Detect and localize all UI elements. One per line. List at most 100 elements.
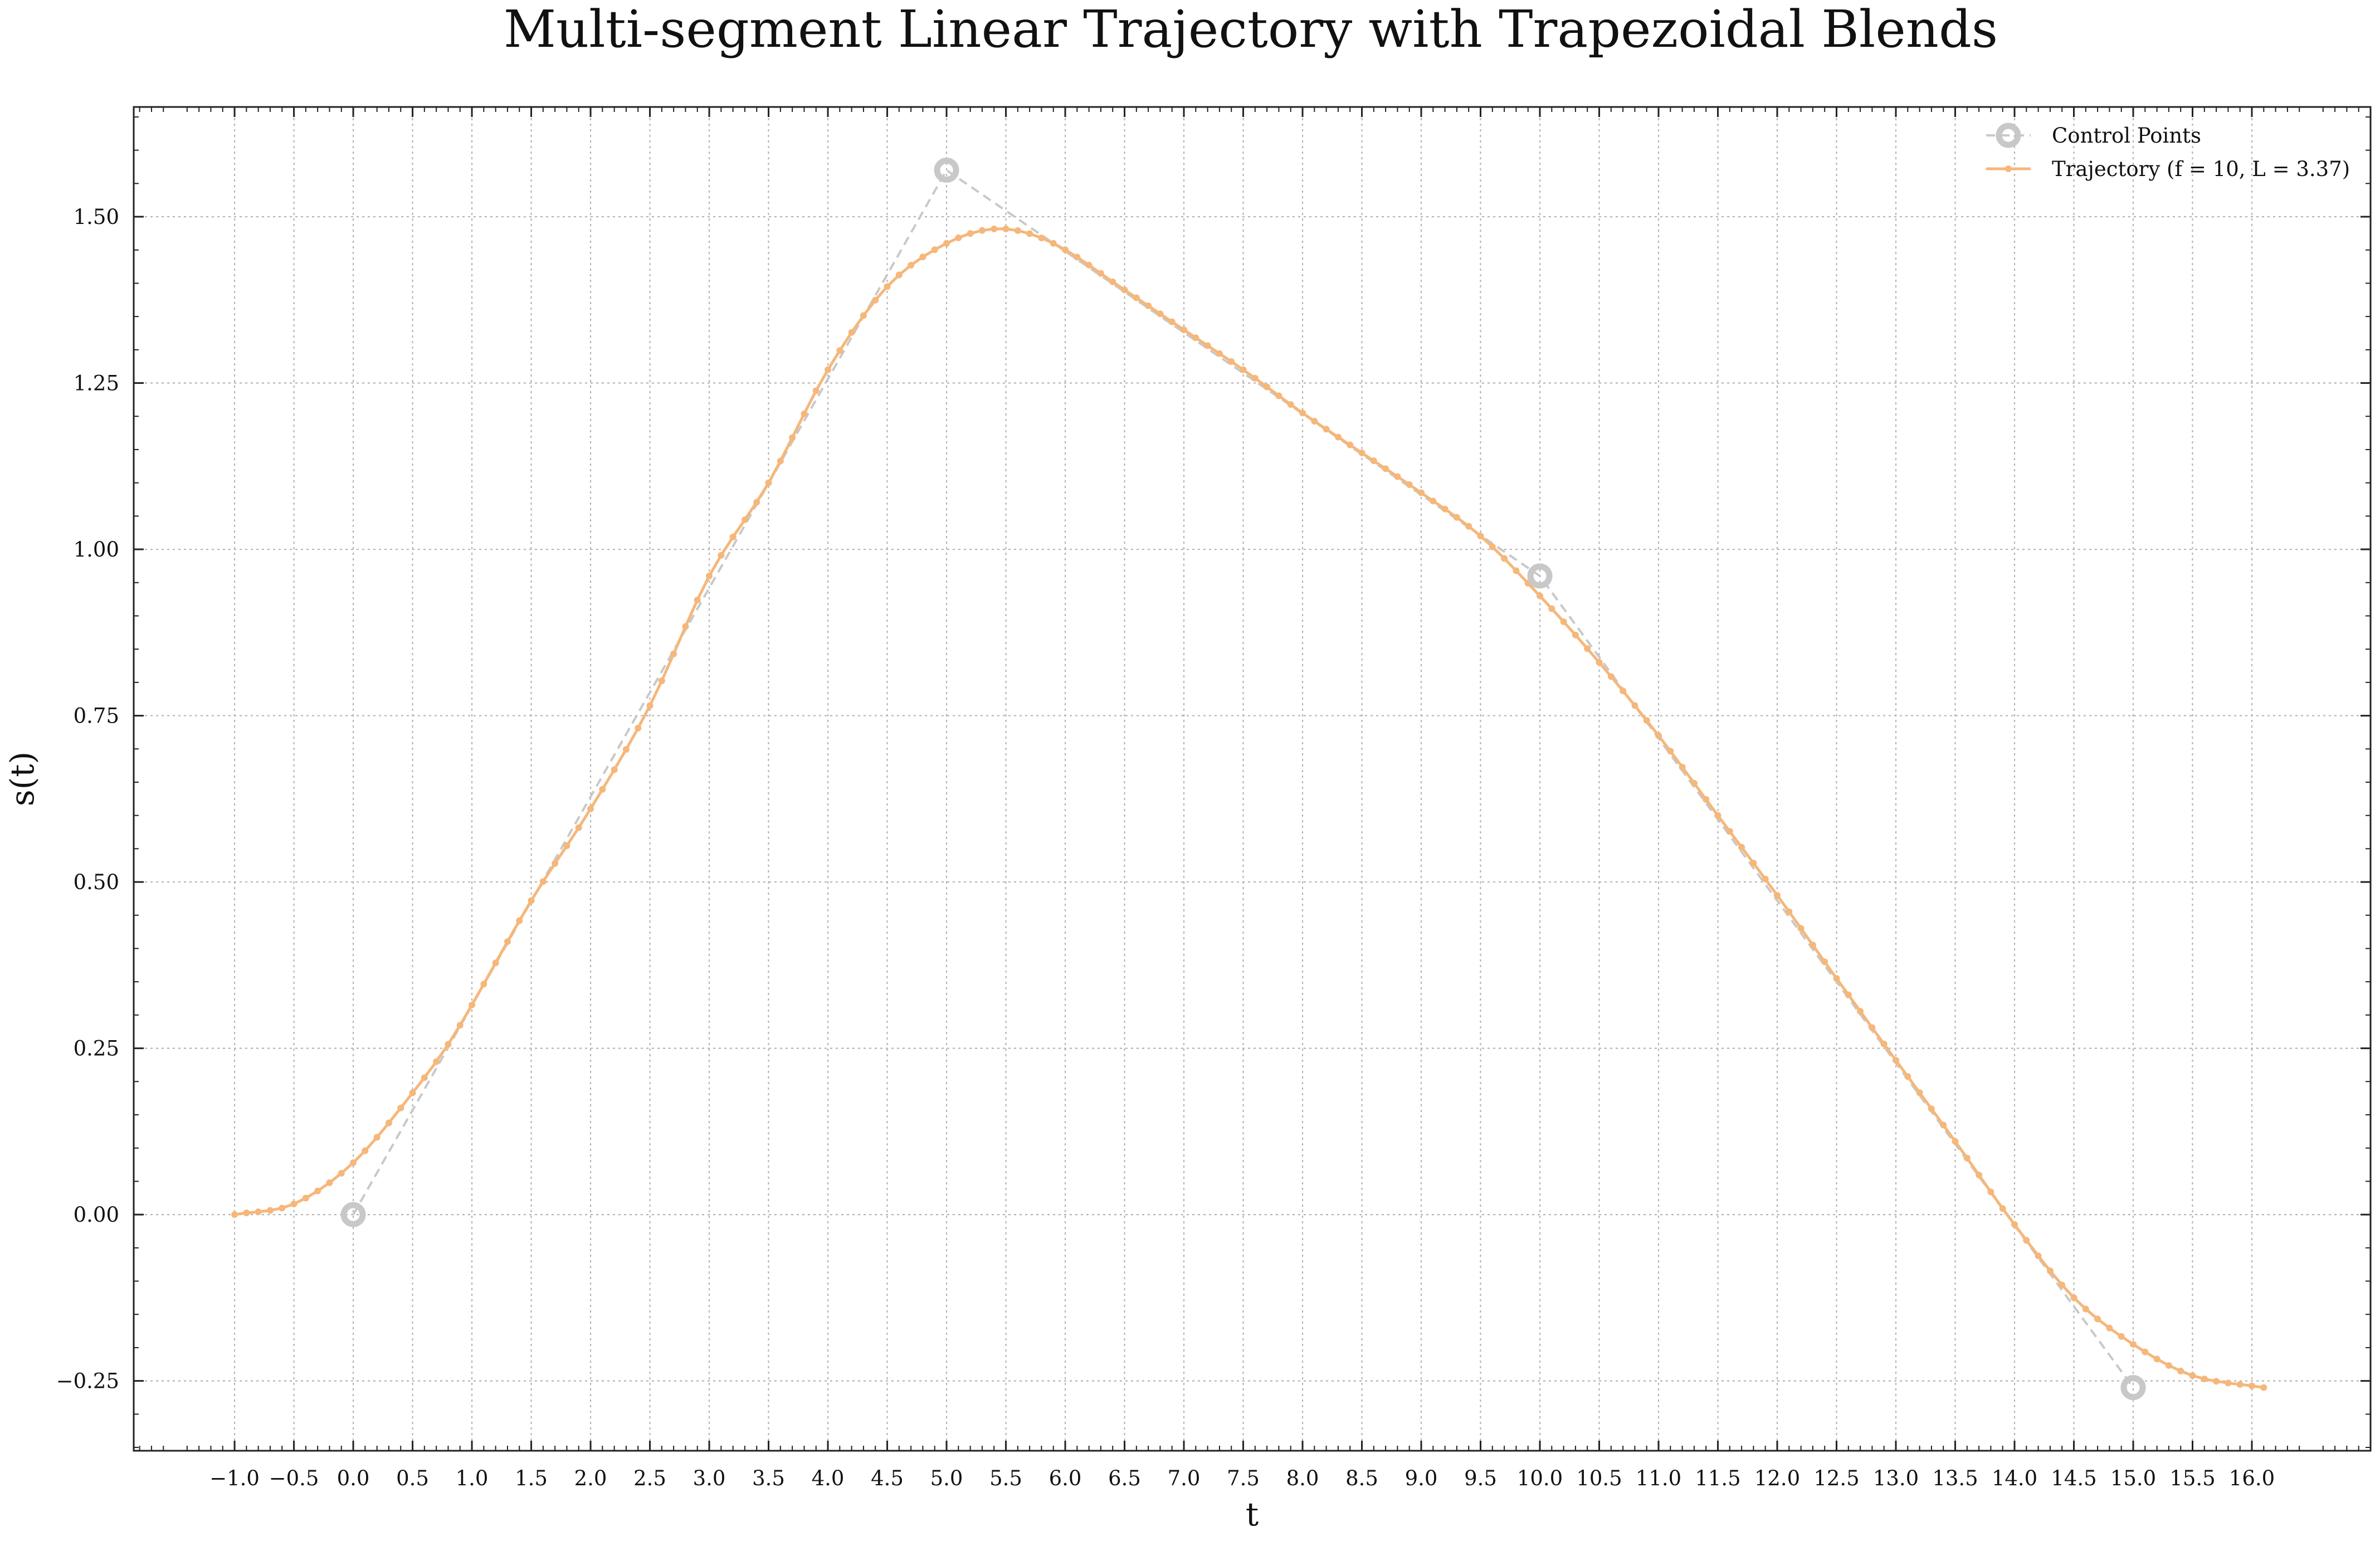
trajectory-point: [1370, 457, 1377, 465]
trajectory-point: [1097, 270, 1104, 277]
x-tick-label: 7.5: [1227, 1466, 1260, 1490]
trajectory-point: [350, 1159, 357, 1166]
x-tick-label: 15.5: [2169, 1466, 2215, 1490]
trajectory-point: [492, 959, 499, 967]
trajectory-point: [1002, 225, 1009, 232]
trajectory-point: [1264, 383, 1271, 391]
trajectory-point: [1786, 908, 1793, 915]
trajectory-point: [729, 533, 737, 540]
x-tick-label: −1.0: [209, 1466, 260, 1490]
x-tick-label: 5.0: [930, 1466, 963, 1490]
trajectory-point: [1797, 925, 1804, 932]
trajectory-point: [539, 878, 547, 885]
control-point-marker: [934, 157, 959, 183]
trajectory-point: [2213, 1378, 2220, 1385]
trajectory-point: [302, 1194, 309, 1202]
trajectory-point: [1738, 843, 1745, 851]
trajectory-line: [234, 227, 2264, 1389]
trajectory-point: [1441, 505, 1449, 513]
trajectory-point: [1940, 1121, 1947, 1129]
trajectory-point: [1513, 567, 1520, 574]
trajectory-point: [1572, 631, 1579, 638]
trajectory-point: [1168, 318, 1176, 325]
trajectory-point: [266, 1207, 274, 1214]
trajectory-point: [931, 246, 938, 253]
trajectory-point: [670, 650, 677, 657]
trajectory-point: [421, 1074, 428, 1081]
trajectory-point: [1334, 433, 1342, 441]
trajectory-point: [611, 766, 618, 773]
x-tick-label: 6.5: [1108, 1466, 1141, 1490]
control-point-marker: [2120, 1375, 2146, 1401]
trajectory-point: [516, 917, 523, 924]
trajectory-point: [1845, 991, 1852, 998]
x-tick-label: 3.0: [693, 1466, 726, 1490]
trajectory-point: [2225, 1379, 2232, 1387]
trajectory-point: [1857, 1008, 1864, 1015]
trajectory-point: [1145, 302, 1152, 309]
trajectory-point: [1987, 1188, 1994, 1196]
trajectory-point: [587, 805, 594, 812]
trajectory-point: [1240, 366, 1247, 373]
trajectory-point: [1014, 227, 1021, 234]
trajectory-point: [1299, 409, 1306, 417]
control-point-marker: [340, 1202, 366, 1227]
x-tick-label: 8.0: [1286, 1466, 1319, 1490]
trajectory-point: [314, 1187, 321, 1194]
trajectory-point: [635, 725, 642, 732]
trajectory-point: [682, 623, 689, 630]
trajectory-point: [1596, 659, 1603, 666]
trajectory-point: [1667, 748, 1674, 755]
trajectory-point: [504, 938, 511, 945]
x-tick-label: 12.0: [1754, 1466, 1800, 1490]
trajectory-point: [1750, 860, 1757, 867]
trajectory-point: [1074, 253, 1081, 261]
y-tick-label: 0.50: [74, 870, 119, 894]
trajectory-point: [812, 387, 820, 394]
trajectory-point: [1038, 235, 1045, 242]
trajectory-point: [1251, 374, 1259, 382]
trajectory-point: [1928, 1105, 1935, 1113]
x-tick-label: −0.5: [269, 1466, 319, 1490]
x-tick-label: 12.5: [1813, 1466, 1859, 1490]
trajectory-point: [1952, 1138, 1959, 1145]
trajectory-point: [1085, 261, 1093, 269]
trajectory-point: [1204, 342, 1211, 349]
x-tick-label: 1.0: [456, 1466, 489, 1490]
trajectory-point: [1679, 763, 1686, 770]
trajectory-point: [1762, 875, 1769, 882]
trajectory-point: [1311, 417, 1318, 425]
trajectory-point: [694, 596, 701, 603]
trajectory-point: [1904, 1073, 1911, 1080]
trajectory-point: [373, 1134, 381, 1141]
trajectory-point: [1584, 645, 1591, 652]
trajectory-point: [2165, 1362, 2172, 1369]
trajectory-point: [409, 1089, 416, 1096]
trajectory-point: [1560, 618, 1567, 625]
trajectory-point: [1726, 828, 1733, 835]
trajectory-point: [552, 860, 559, 867]
plot-frame: [133, 106, 2372, 1452]
trajectory-point: [919, 253, 926, 261]
trajectory-point: [2236, 1381, 2244, 1388]
trajectory-point: [243, 1210, 250, 1217]
trajectory-point: [1323, 426, 1330, 433]
trajectory-point: [801, 410, 808, 417]
control-point-marker: [1527, 563, 1553, 589]
trajectory-point: [1809, 942, 1816, 949]
x-tick-label: 4.0: [812, 1466, 845, 1490]
x-axis-label: t: [1246, 1495, 1259, 1533]
x-tick-label: 15.0: [2110, 1466, 2156, 1490]
trajectory-point: [445, 1041, 452, 1048]
trajectory-point: [718, 552, 725, 559]
y-axis-label: s(t): [3, 752, 41, 806]
trajectory-point: [1406, 481, 1413, 488]
x-tick-label: 0.0: [337, 1466, 370, 1490]
trajectory-point: [1607, 673, 1615, 680]
trajectory-point: [1489, 543, 1496, 550]
trajectory-point: [789, 434, 796, 441]
trajectory-point: [2106, 1324, 2113, 1332]
trajectory-point: [1430, 498, 1437, 505]
trajectory-point: [2094, 1315, 2101, 1323]
x-tick-label: 11.5: [1695, 1466, 1740, 1490]
